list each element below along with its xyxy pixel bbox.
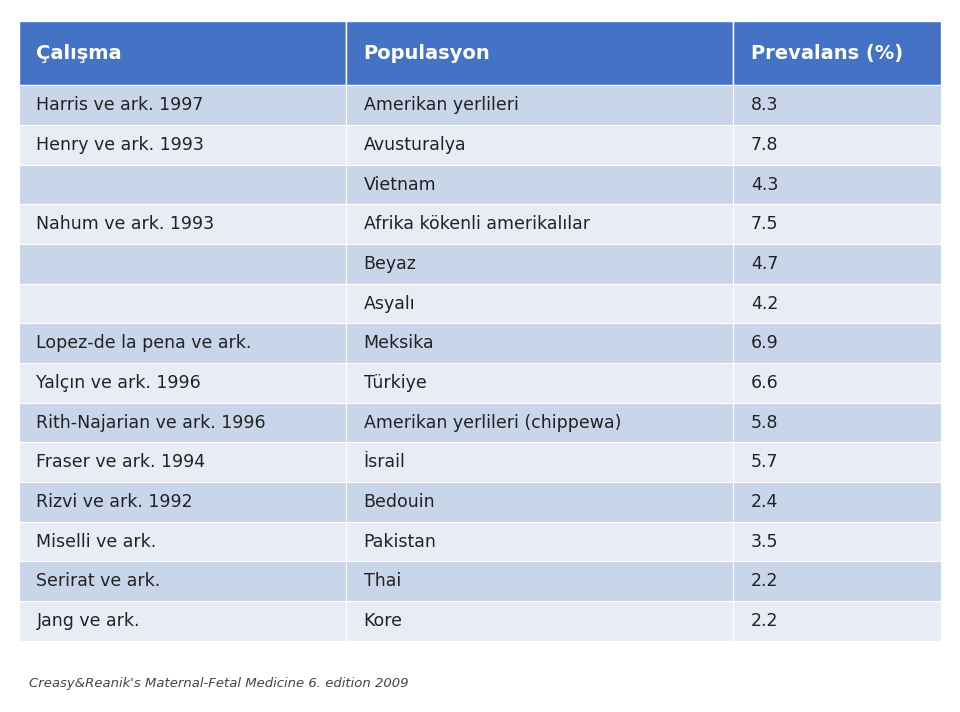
Text: Amerikan yerlileri (chippewa): Amerikan yerlileri (chippewa) <box>364 414 621 431</box>
Text: Avusturalya: Avusturalya <box>364 136 467 154</box>
Bar <box>347 244 733 284</box>
Bar <box>19 363 347 403</box>
Bar <box>19 482 347 522</box>
Bar <box>19 323 347 363</box>
Text: 2.4: 2.4 <box>751 493 779 511</box>
Text: Henry ve ark. 1993: Henry ve ark. 1993 <box>36 136 204 154</box>
Bar <box>733 21 941 85</box>
Bar <box>19 125 347 164</box>
Text: Yalçın ve ark. 1996: Yalçın ve ark. 1996 <box>36 374 202 392</box>
Text: 2.2: 2.2 <box>751 572 779 590</box>
Text: İsrail: İsrail <box>364 454 405 471</box>
Text: Jang ve ark.: Jang ve ark. <box>36 612 140 630</box>
Bar <box>733 442 941 482</box>
Bar <box>733 244 941 284</box>
Text: 6.9: 6.9 <box>751 335 779 352</box>
Bar <box>733 403 941 442</box>
Bar <box>19 562 347 601</box>
Text: 5.8: 5.8 <box>751 414 779 431</box>
Bar <box>19 204 347 244</box>
Bar <box>733 601 941 641</box>
Bar <box>347 522 733 562</box>
Bar <box>733 522 941 562</box>
Text: Afrika kökenli amerikalılar: Afrika kökenli amerikalılar <box>364 215 589 234</box>
Text: 6.6: 6.6 <box>751 374 779 392</box>
Bar <box>19 164 347 204</box>
Bar <box>733 125 941 164</box>
Text: Prevalans (%): Prevalans (%) <box>751 44 902 63</box>
Bar <box>347 403 733 442</box>
Bar <box>19 442 347 482</box>
Text: Meksika: Meksika <box>364 335 434 352</box>
Text: Fraser ve ark. 1994: Fraser ve ark. 1994 <box>36 454 205 471</box>
Text: Türkiye: Türkiye <box>364 374 426 392</box>
Text: Creasy&Reanik's Maternal-Fetal Medicine 6. edition 2009: Creasy&Reanik's Maternal-Fetal Medicine … <box>29 677 408 690</box>
Text: Nahum ve ark. 1993: Nahum ve ark. 1993 <box>36 215 215 234</box>
Text: Amerikan yerlileri: Amerikan yerlileri <box>364 96 518 114</box>
Bar <box>733 562 941 601</box>
Text: 7.5: 7.5 <box>751 215 779 234</box>
Bar <box>733 323 941 363</box>
Bar <box>19 244 347 284</box>
Text: Asyalı: Asyalı <box>364 295 416 313</box>
Bar <box>347 125 733 164</box>
Bar <box>347 442 733 482</box>
Text: Bedouin: Bedouin <box>364 493 435 511</box>
Text: 3.5: 3.5 <box>751 533 779 550</box>
Bar <box>733 363 941 403</box>
Bar <box>347 85 733 125</box>
Bar <box>19 21 347 85</box>
Bar <box>347 284 733 323</box>
Text: 7.8: 7.8 <box>751 136 779 154</box>
Text: Harris ve ark. 1997: Harris ve ark. 1997 <box>36 96 204 114</box>
Bar <box>19 403 347 442</box>
Text: Beyaz: Beyaz <box>364 255 417 273</box>
Bar <box>733 284 941 323</box>
Text: Miselli ve ark.: Miselli ve ark. <box>36 533 156 550</box>
Bar <box>347 323 733 363</box>
Text: Rith-Najarian ve ark. 1996: Rith-Najarian ve ark. 1996 <box>36 414 266 431</box>
Text: 4.3: 4.3 <box>751 176 779 194</box>
Text: Populasyon: Populasyon <box>364 44 491 63</box>
Bar <box>733 164 941 204</box>
Text: Lopez-de la pena ve ark.: Lopez-de la pena ve ark. <box>36 335 252 352</box>
Bar <box>347 562 733 601</box>
Bar <box>733 85 941 125</box>
Bar <box>347 363 733 403</box>
Bar <box>347 21 733 85</box>
Text: 4.2: 4.2 <box>751 295 779 313</box>
Bar <box>733 482 941 522</box>
Bar <box>19 284 347 323</box>
Text: 8.3: 8.3 <box>751 96 779 114</box>
Text: 5.7: 5.7 <box>751 454 779 471</box>
Text: Vietnam: Vietnam <box>364 176 436 194</box>
Bar <box>733 204 941 244</box>
Text: Çalışma: Çalışma <box>36 44 122 63</box>
Bar <box>19 601 347 641</box>
Text: 4.7: 4.7 <box>751 255 779 273</box>
Bar <box>347 164 733 204</box>
Bar <box>19 522 347 562</box>
Text: Kore: Kore <box>364 612 402 630</box>
Text: Thai: Thai <box>364 572 401 590</box>
Text: Rizvi ve ark. 1992: Rizvi ve ark. 1992 <box>36 493 193 511</box>
Bar <box>347 204 733 244</box>
Text: Serirat ve ark.: Serirat ve ark. <box>36 572 160 590</box>
Text: 2.2: 2.2 <box>751 612 779 630</box>
Bar <box>19 85 347 125</box>
Text: Pakistan: Pakistan <box>364 533 437 550</box>
Bar <box>347 482 733 522</box>
Bar <box>347 601 733 641</box>
